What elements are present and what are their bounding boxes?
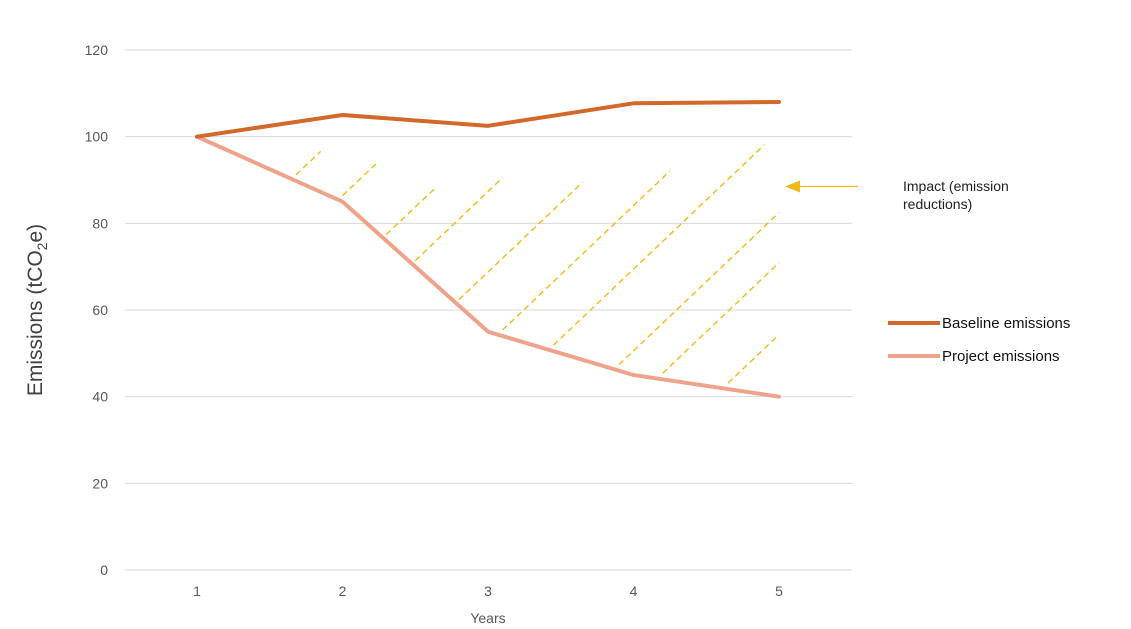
x-axis-title: Years	[470, 610, 505, 626]
impact-label-line-1: Impact (emission	[903, 178, 1009, 194]
series-line-baseline-emissions	[195, 100, 781, 139]
legend-label: Project emissions	[942, 348, 1060, 365]
y-axis-title: Emissions (tCO2e)	[24, 224, 50, 396]
x-tick-label: 1	[193, 583, 201, 599]
legend: Baseline emissions Project emissions	[888, 315, 1070, 365]
hatch-line	[385, 185, 438, 236]
hatch-line	[727, 334, 780, 384]
x-tick-label: 4	[630, 583, 638, 599]
hatch-line	[342, 160, 380, 197]
y-axis-title-subscript: 2	[34, 242, 50, 250]
hatch-line	[552, 144, 765, 346]
impact-hatching	[295, 144, 780, 384]
legend-label: Baseline emissions	[942, 315, 1070, 332]
hatch-line	[618, 212, 780, 366]
y-axis-title-main: Emissions (tCO	[24, 250, 47, 396]
impact-label-line-2: reductions)	[903, 196, 972, 212]
x-tick-label: 2	[339, 583, 347, 599]
y-axis-title-end: e)	[24, 224, 47, 243]
x-tick-label: 3	[484, 583, 492, 599]
x-axis-ticks: 1 2 3 4 5	[193, 583, 783, 599]
y-axis-ticks: 0 20 40 60 80 100 120	[85, 42, 109, 578]
y-tick-label: 20	[92, 475, 108, 491]
y-tick-label: 100	[85, 129, 109, 145]
gridlines	[125, 49, 852, 571]
y-tick-label: 40	[92, 389, 108, 405]
y-tick-label: 80	[92, 215, 108, 231]
y-tick-label: 60	[92, 302, 108, 318]
series-line-project-emissions	[195, 134, 781, 399]
hatch-line	[502, 170, 671, 331]
impact-annotation: Impact (emission reductions)	[785, 178, 1009, 212]
x-tick-label: 5	[775, 583, 783, 599]
y-tick-label: 0	[100, 562, 108, 578]
hatch-line	[295, 150, 322, 176]
series-lines	[195, 100, 781, 399]
impact-arrow-head	[785, 180, 800, 193]
y-tick-label: 120	[85, 42, 109, 58]
hatch-line	[458, 181, 584, 301]
hatch-line	[414, 177, 504, 262]
hatch-line	[662, 262, 780, 374]
